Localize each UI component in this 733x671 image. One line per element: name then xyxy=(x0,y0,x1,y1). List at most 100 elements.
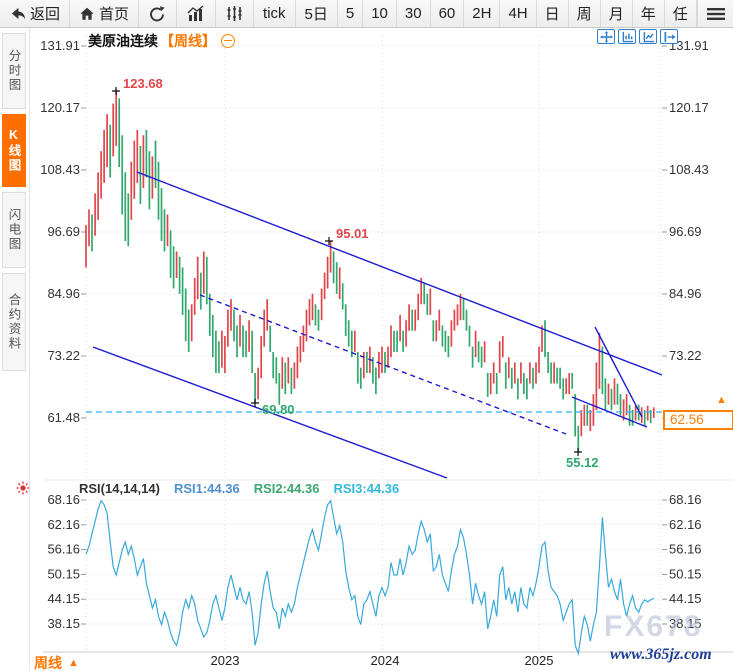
trendline xyxy=(199,294,567,435)
left-sidebar: 分时图 K线图 闪电图 合约资料 xyxy=(0,28,30,671)
svg-text:68.16: 68.16 xyxy=(669,492,702,507)
period-button-5[interactable]: 5 xyxy=(338,0,364,27)
svg-text:68.16: 68.16 xyxy=(47,492,80,507)
svg-text:38.15: 38.15 xyxy=(47,616,80,631)
indicator-settings-icon[interactable] xyxy=(16,481,30,498)
sidebar-item-contract-info[interactable]: 合约资料 xyxy=(2,273,26,371)
period-button-2h[interactable]: 2H xyxy=(464,0,501,27)
period-button-10[interactable]: 10 xyxy=(363,0,397,27)
svg-text:120.17: 120.17 xyxy=(669,100,709,115)
period-button-30[interactable]: 30 xyxy=(397,0,431,27)
chart-control-buttons xyxy=(597,29,678,44)
gridlines xyxy=(43,36,733,653)
rsi-line xyxy=(85,499,655,656)
current-price-tag[interactable]: 62.56 xyxy=(663,410,733,430)
trendline xyxy=(136,171,663,376)
chart-title: 美原油连续 【周线】 xyxy=(88,31,235,51)
marker-cross-icon xyxy=(574,448,582,456)
sidebar-item-lightning-chart[interactable]: 闪电图 xyxy=(2,192,26,268)
svg-text:120.17: 120.17 xyxy=(40,100,80,115)
svg-text:73.22: 73.22 xyxy=(669,348,702,363)
svg-text:50.15: 50.15 xyxy=(47,566,80,581)
x-axis-year-labels: 2023 2024 2025 xyxy=(211,653,554,668)
main-chart-canvas[interactable]: 131.91 131.91 120.17 120.17 108.43 108.43 96.6… xyxy=(0,28,733,671)
kline-chart-button[interactable] xyxy=(216,0,255,27)
sidebar-item-kline-chart[interactable]: K线图 xyxy=(2,114,26,187)
price-up-arrow-icon: ▲ xyxy=(716,394,727,406)
sidebar-item-time-chart[interactable]: 分时图 xyxy=(2,33,26,109)
trendline xyxy=(92,346,448,479)
svg-text:2025: 2025 xyxy=(525,653,554,668)
bottom-period-label[interactable]: 周线 ▲ xyxy=(34,655,79,671)
period-button-week[interactable]: 周 xyxy=(569,0,601,27)
period-button-month[interactable]: 月 xyxy=(601,0,633,27)
svg-text:131.91: 131.91 xyxy=(669,38,709,53)
svg-text:44.15: 44.15 xyxy=(669,591,702,606)
svg-text:108.43: 108.43 xyxy=(669,162,709,177)
rsi-params-label: RSI(14,14,14) xyxy=(79,481,160,496)
watermark-brand: FX678 xyxy=(604,610,703,643)
back-button[interactable]: 返回 xyxy=(0,0,71,27)
svg-text:44.15: 44.15 xyxy=(47,591,80,606)
home-icon xyxy=(79,6,95,21)
svg-text:38.15: 38.15 xyxy=(669,616,702,631)
candlestick-icon xyxy=(225,5,244,22)
price-annotation: 69.80 xyxy=(262,402,295,417)
marker-cross-icon xyxy=(325,237,333,245)
period-tag: 【周线】 xyxy=(160,33,216,49)
price-annotation: 55.12 xyxy=(566,455,599,470)
symbol-name: 美原油连续 xyxy=(88,33,158,49)
period-button-day[interactable]: 日 xyxy=(537,0,569,27)
svg-text:61.48: 61.48 xyxy=(47,410,80,425)
period-button-year[interactable]: 年 xyxy=(633,0,665,27)
candles xyxy=(85,89,655,452)
mountain-chart-button[interactable] xyxy=(177,0,217,27)
hamburger-menu-icon xyxy=(706,7,725,21)
collapse-indicator-icon[interactable] xyxy=(221,34,235,48)
refresh-icon xyxy=(148,5,167,23)
menu-button[interactable] xyxy=(696,0,733,27)
svg-text:108.43: 108.43 xyxy=(40,162,80,177)
period-button-5d[interactable]: 5日 xyxy=(296,0,338,27)
annotations: 123.68 95.01 69.80 55.12 xyxy=(112,76,599,470)
axes-line-zoom-icon[interactable] xyxy=(639,29,657,44)
svg-text:84.96: 84.96 xyxy=(669,286,702,301)
svg-text:96.69: 96.69 xyxy=(669,224,702,239)
svg-text:56.16: 56.16 xyxy=(669,542,702,557)
svg-text:56.16: 56.16 xyxy=(47,542,80,557)
svg-text:50.15: 50.15 xyxy=(669,566,702,581)
axes-bars-zoom-icon[interactable] xyxy=(618,29,636,44)
rsi2-value: RSI2:44.36 xyxy=(253,481,320,496)
period-button-tick[interactable]: tick xyxy=(254,0,296,27)
move-icon[interactable] xyxy=(597,29,615,44)
svg-text:96.69: 96.69 xyxy=(47,224,80,239)
rsi-header: RSI(14,14,14) RSI1:44.36 RSI2:44.36 RSI3… xyxy=(16,481,399,496)
home-button[interactable]: 首页 xyxy=(70,0,140,27)
back-label: 返回 xyxy=(30,6,61,23)
back-arrow-icon xyxy=(9,6,26,21)
trendlines[interactable] xyxy=(92,171,663,479)
trendline xyxy=(571,396,648,428)
rsi1-value: RSI1:44.36 xyxy=(173,481,240,496)
sort-up-arrow-icon: ▲ xyxy=(68,657,79,669)
svg-text:73.22: 73.22 xyxy=(47,348,80,363)
home-label: 首页 xyxy=(99,6,130,23)
svg-text:2024: 2024 xyxy=(371,653,400,668)
price-axis-labels: 131.91 131.91 120.17 120.17 108.43 108.43 96.6… xyxy=(40,38,709,631)
trendline xyxy=(594,326,643,418)
svg-text:2023: 2023 xyxy=(211,653,240,668)
refresh-button[interactable] xyxy=(139,0,178,27)
period-button-4h[interactable]: 4H xyxy=(500,0,537,27)
marker-cross-icon xyxy=(251,399,259,407)
period-button-60[interactable]: 60 xyxy=(431,0,465,27)
svg-text:131.91: 131.91 xyxy=(40,38,80,53)
bar-chart-icon xyxy=(186,5,206,22)
svg-text:62.16: 62.16 xyxy=(47,517,80,532)
price-annotation: 123.68 xyxy=(123,76,163,91)
watermark-site: www.365jz.com xyxy=(610,646,712,663)
exit-right-icon[interactable] xyxy=(660,29,678,44)
period-button-custom[interactable]: 任 xyxy=(665,0,697,27)
svg-text:62.16: 62.16 xyxy=(669,517,702,532)
price-annotation: 95.01 xyxy=(336,226,369,241)
